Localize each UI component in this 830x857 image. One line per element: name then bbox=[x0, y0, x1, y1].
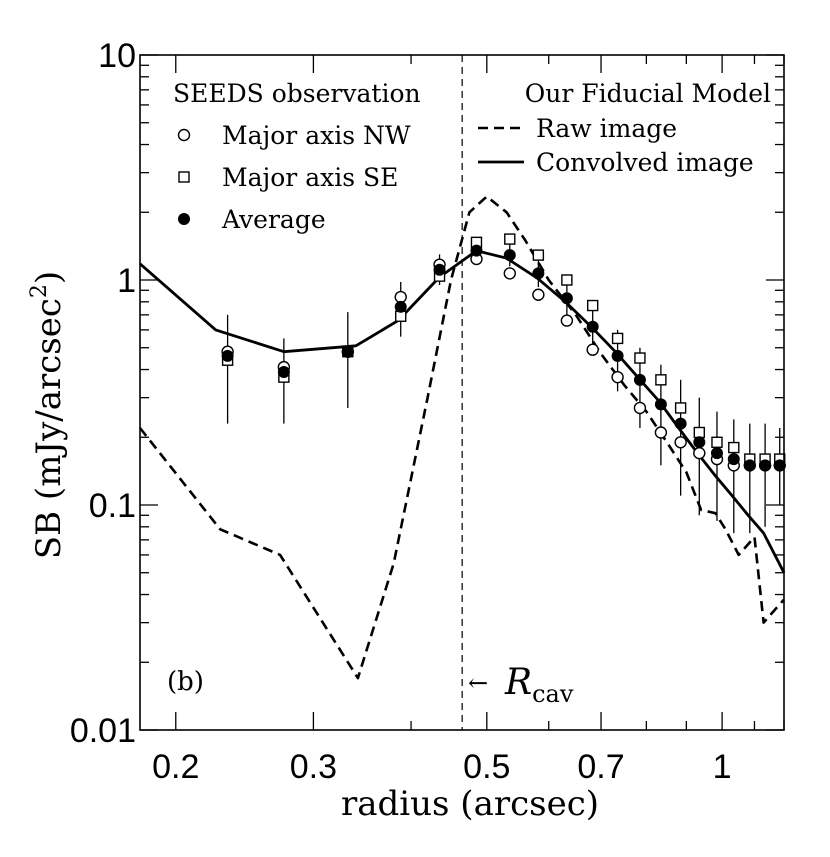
se-point bbox=[655, 374, 667, 386]
se-point bbox=[504, 233, 516, 245]
average-point bbox=[560, 292, 573, 305]
legend-label-nw: Major axis NW bbox=[222, 121, 411, 150]
se-point bbox=[561, 274, 573, 286]
raw-image-line bbox=[138, 195, 785, 680]
average-point bbox=[727, 453, 740, 466]
average-error-bars bbox=[226, 240, 781, 534]
y-axis-label-close: ) bbox=[29, 271, 69, 284]
average-point bbox=[633, 373, 646, 386]
nw-point bbox=[611, 370, 624, 384]
se-point bbox=[611, 332, 624, 345]
axis-ticks bbox=[140, 54, 785, 731]
legend-label-avg: Average bbox=[221, 205, 326, 234]
x-tick-label: 0.2 bbox=[152, 748, 199, 786]
nw-point bbox=[586, 343, 599, 356]
model-legend-title: Our Fiducial Model bbox=[525, 79, 771, 108]
y-tick-label: 1 bbox=[117, 262, 136, 300]
se-point bbox=[586, 299, 599, 312]
x-tick-label: 0.3 bbox=[290, 748, 337, 786]
legend-open-circle-marker bbox=[177, 128, 191, 142]
y-tick-label: 10 bbox=[98, 37, 136, 75]
nw-point bbox=[560, 314, 574, 327]
average-point bbox=[586, 320, 599, 333]
average-point bbox=[773, 459, 786, 472]
plot-frame bbox=[139, 54, 785, 731]
average-point bbox=[341, 345, 354, 358]
nw-point bbox=[633, 401, 647, 415]
nw-point bbox=[674, 436, 687, 449]
legend-filled-circle-marker bbox=[178, 213, 190, 225]
average-point bbox=[611, 349, 624, 362]
average-point bbox=[710, 447, 723, 460]
y-axis-label-sup: 2 bbox=[27, 284, 52, 298]
se-point bbox=[728, 441, 740, 454]
y-axis-label: SB (mJy/arcsec2) bbox=[27, 271, 69, 559]
average-point bbox=[470, 244, 483, 257]
x-axis-label: radius (arcsec) bbox=[341, 784, 599, 824]
nw-point bbox=[693, 446, 706, 460]
legend-label-conv: Convolved image bbox=[536, 148, 754, 177]
observation-legend: SEEDS observation Major axis NW Major ax… bbox=[173, 79, 421, 234]
average-point bbox=[221, 349, 234, 362]
model-legend: Our Fiducial Model Raw image Convolved i… bbox=[478, 79, 771, 177]
x-tick-label: 0.5 bbox=[463, 748, 510, 786]
y-tick-labels: 10 1 0.1 0.01 bbox=[70, 37, 136, 750]
cavity-label: Rcav bbox=[504, 662, 574, 708]
average-point bbox=[532, 267, 545, 280]
nw-point bbox=[503, 267, 516, 280]
legend-open-square-marker bbox=[178, 171, 190, 183]
nw-point bbox=[532, 288, 545, 301]
average-point bbox=[674, 417, 687, 430]
x-tick-label: 0.7 bbox=[577, 748, 624, 786]
x-tick-labels: 0.2 0.3 0.5 0.7 1 bbox=[152, 748, 731, 786]
average-point bbox=[503, 249, 516, 262]
average-point bbox=[433, 263, 446, 276]
panel-label: (b) bbox=[167, 667, 204, 697]
cavity-arrow: ← bbox=[468, 669, 488, 697]
average-point bbox=[654, 398, 667, 411]
se-point bbox=[693, 426, 705, 439]
se-point bbox=[532, 249, 545, 261]
nw-point bbox=[654, 426, 668, 439]
cavity-annotation: ← Rcav bbox=[468, 662, 574, 708]
average-point bbox=[693, 436, 706, 449]
y-tick-label: 0.01 bbox=[70, 712, 136, 750]
legend-label-raw: Raw image bbox=[536, 114, 677, 143]
cavity-label-main: R bbox=[504, 662, 532, 703]
cavity-label-sub: cav bbox=[532, 680, 574, 708]
se-point bbox=[711, 436, 723, 448]
observation-legend-title: SEEDS observation bbox=[173, 79, 421, 108]
se-point bbox=[674, 402, 687, 414]
y-axis-label-main: SB (mJy/arcsec bbox=[29, 298, 69, 559]
average-series bbox=[221, 244, 786, 472]
average-point bbox=[277, 366, 290, 379]
y-tick-label: 0.1 bbox=[89, 487, 136, 525]
average-point bbox=[743, 459, 756, 472]
raw-image-series bbox=[138, 195, 785, 680]
legend-label-se: Major axis SE bbox=[222, 163, 398, 192]
x-tick-label: 1 bbox=[713, 748, 732, 786]
average-point bbox=[394, 300, 407, 313]
se-point bbox=[634, 352, 646, 364]
average-point bbox=[759, 459, 772, 472]
